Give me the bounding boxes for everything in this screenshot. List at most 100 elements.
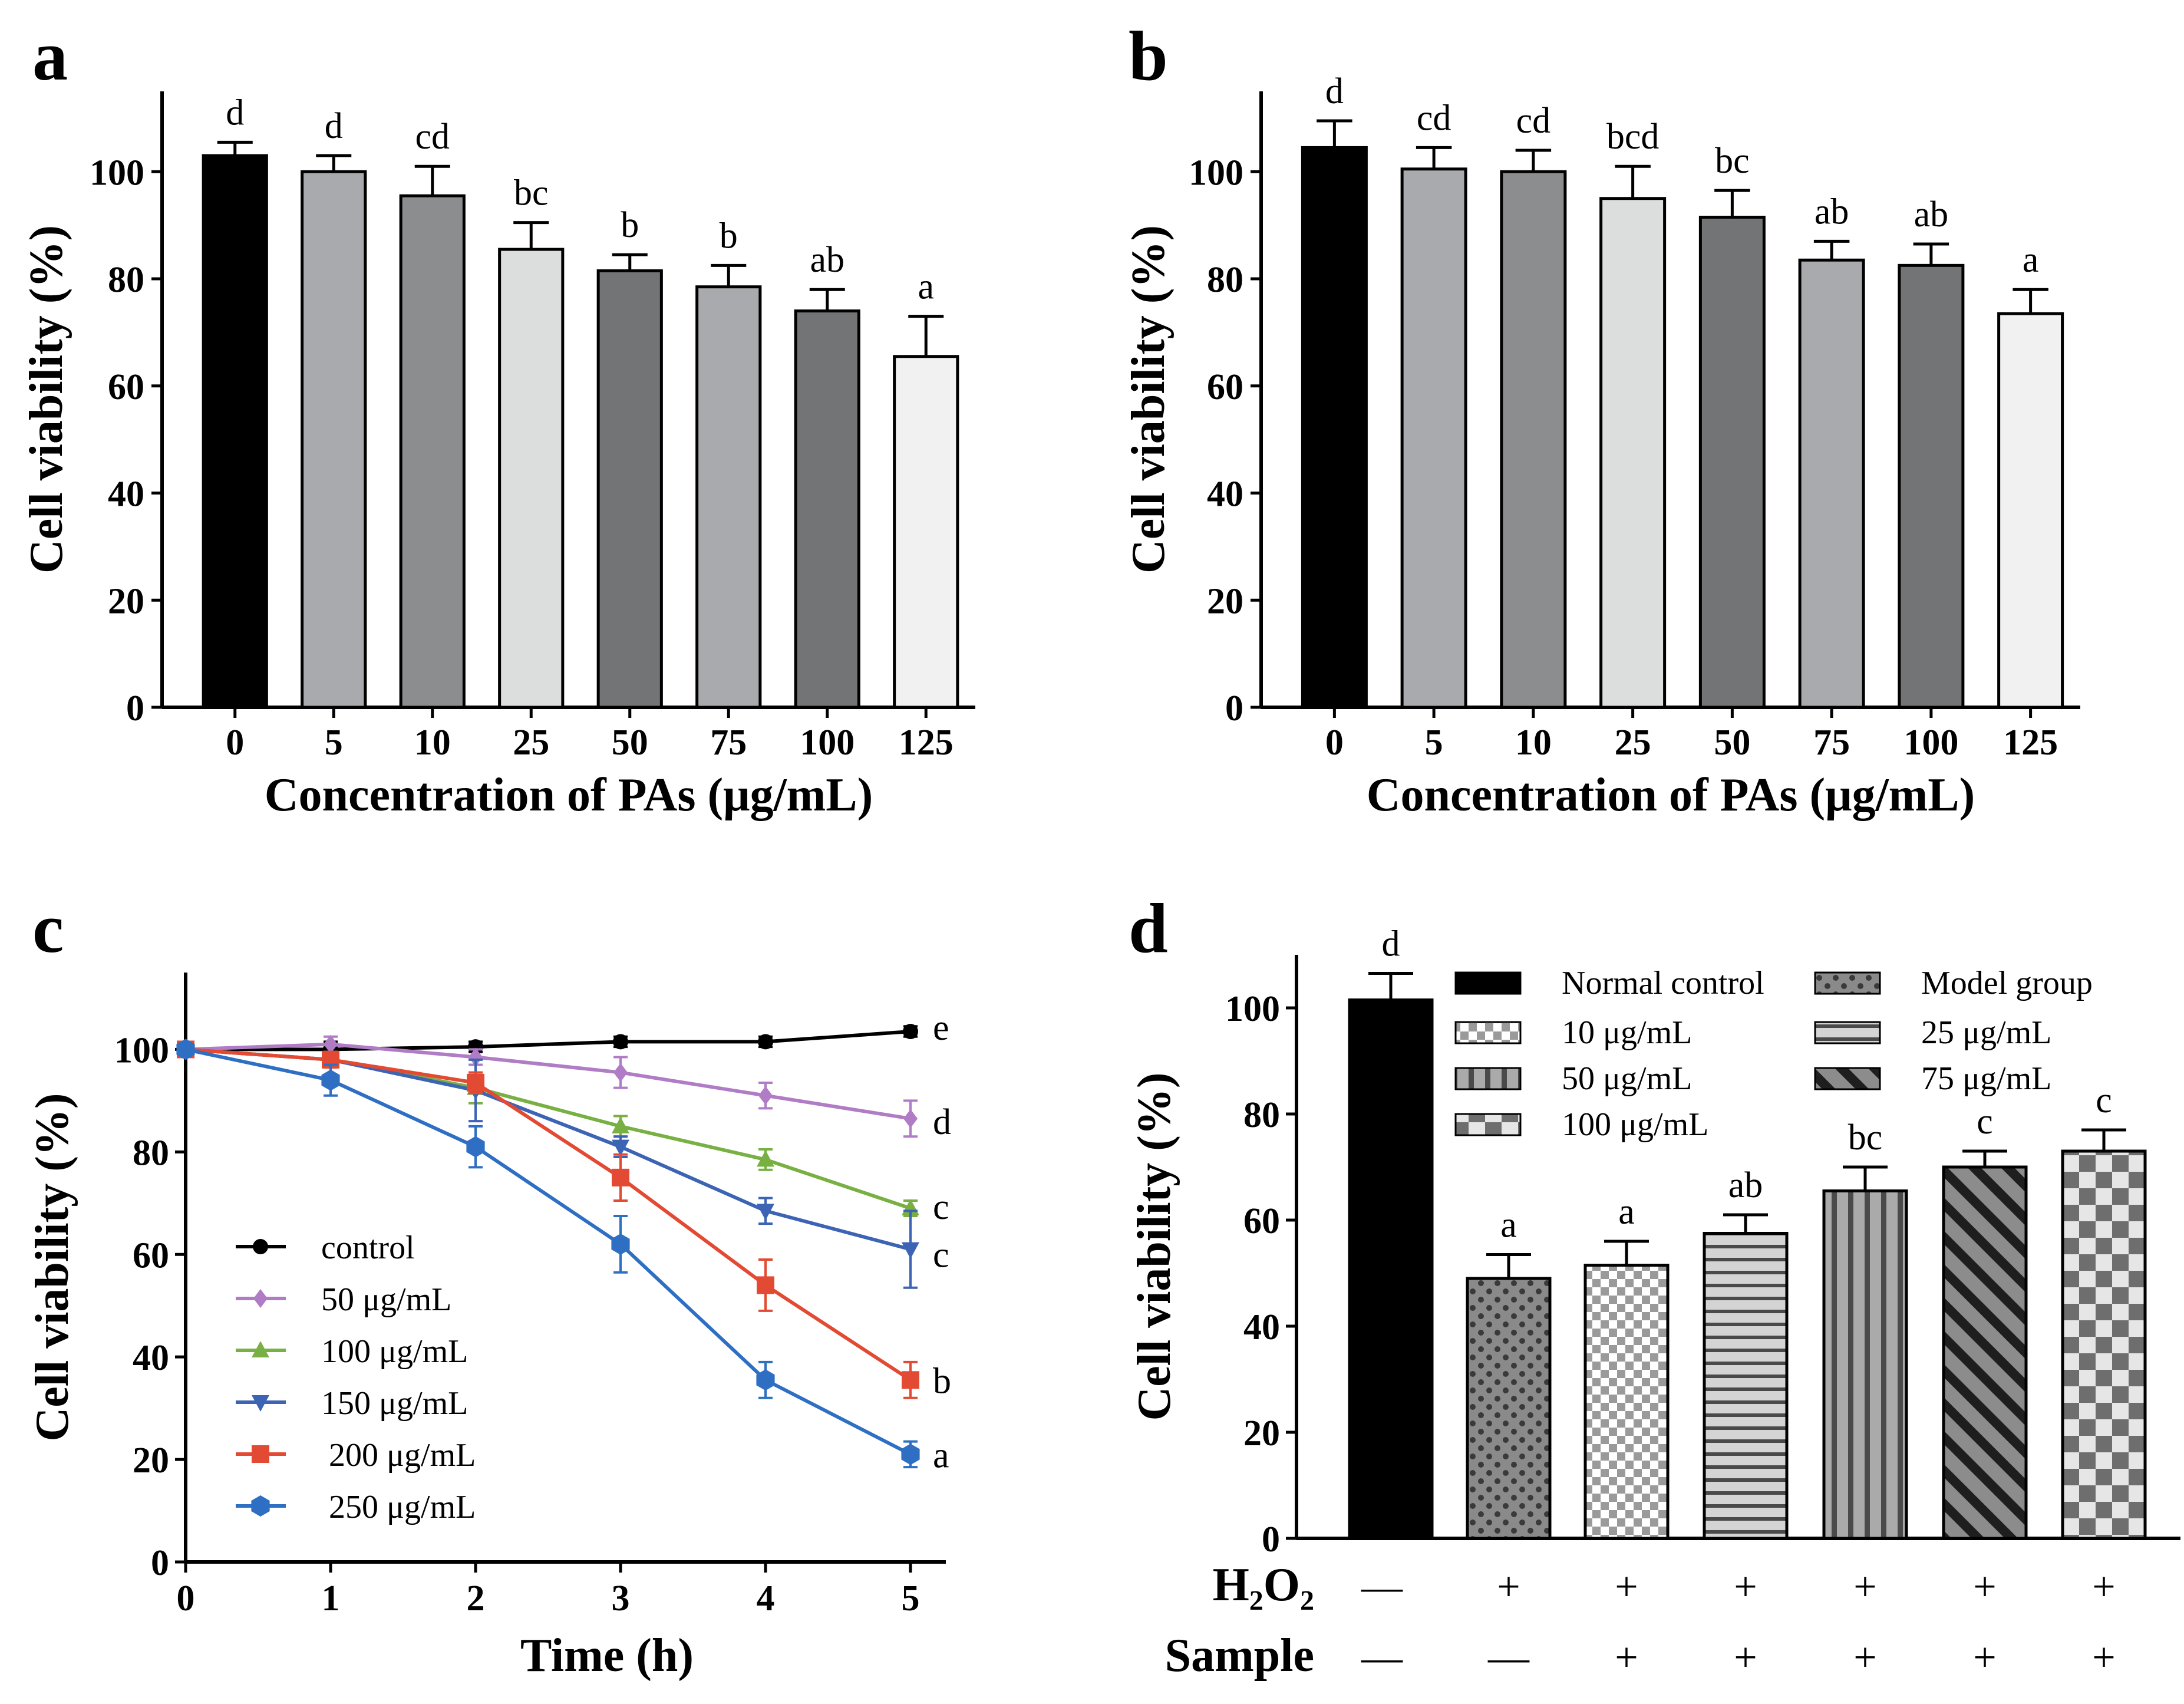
row-label-0: H₂O₂: [1213, 1559, 1314, 1611]
significance-letter: ab: [1814, 192, 1849, 232]
bar-100-g-ml: [2061, 1149, 2147, 1540]
significance-letter: ab: [810, 240, 844, 280]
data-point: [756, 1369, 775, 1391]
x-axis-title: Concentration of PAs (μg/mL): [1367, 769, 1975, 821]
bar-125: [1997, 312, 2064, 709]
bar-25: [1599, 197, 1667, 709]
significance-letter: bc: [1848, 1118, 1883, 1158]
treatment-sign: +: [1615, 1564, 1638, 1610]
y-tick-label: 80: [1207, 260, 1243, 300]
data-point: [758, 1034, 773, 1050]
y-tick-label: 100: [114, 1030, 169, 1070]
y-tick-label: 80: [1243, 1095, 1280, 1135]
series-50-g-ml: d 50 μg/mL: [179, 1034, 951, 1318]
series-150-g-ml: c 150 μg/mL: [177, 1042, 949, 1422]
significance-letter: d: [1325, 71, 1344, 111]
significance-letter: cd: [1417, 98, 1451, 138]
legend-swatch: [1454, 1021, 1522, 1044]
data-point: [902, 1371, 919, 1389]
data-point: [612, 1168, 629, 1186]
x-tick-label: 2: [467, 1578, 485, 1619]
bar-10: [1500, 170, 1567, 709]
x-tick-label: 125: [2003, 723, 2058, 763]
treatment-sign: +: [1734, 1564, 1757, 1610]
y-tick-label: 60: [1207, 367, 1243, 407]
x-tick-label: 10: [414, 723, 451, 763]
data-point: [469, 1047, 483, 1067]
x-tick-label: 10: [1515, 723, 1552, 763]
y-tick-label: 40: [1243, 1307, 1280, 1347]
legend-label: 250 μg/mL: [329, 1489, 476, 1525]
bar-100: [794, 309, 860, 709]
series-line: [185, 1047, 912, 1382]
x-tick-label: 5: [1425, 723, 1443, 763]
y-tick-label: 20: [1207, 581, 1243, 621]
data-point: [903, 1109, 918, 1128]
bar-5: [1400, 167, 1467, 709]
legend-label: control: [321, 1230, 415, 1266]
significance-letter: a: [2023, 240, 2039, 280]
data-point: [901, 1443, 920, 1465]
bar-75: [695, 285, 762, 709]
row-label-1: Sample: [1165, 1630, 1314, 1682]
data-point: [324, 1034, 338, 1054]
y-tick-label: 0: [1225, 688, 1243, 729]
data-point: [902, 1242, 919, 1259]
series-line: [185, 1047, 911, 1251]
legend-label: 100 μg/mL: [1562, 1106, 1708, 1143]
y-tick-label: 60: [1243, 1201, 1280, 1241]
significance-letter: c: [933, 1235, 949, 1275]
legend-label: 25 μg/mL: [1921, 1014, 2051, 1051]
data-point: [613, 1034, 628, 1050]
bar-50: [1698, 216, 1766, 709]
data-point: [613, 1063, 628, 1082]
significance-letter: d: [325, 106, 343, 146]
treatment-sign: +: [1615, 1635, 1638, 1680]
bar-10-g-ml: [1583, 1264, 1670, 1540]
significance-letter: cd: [1516, 101, 1551, 141]
legend-swatch: [1814, 971, 1881, 995]
treatment-sign: —: [1361, 1635, 1403, 1680]
panel-b-bar-chart: 0 20 40 60 80 100 d 0 cd 5 cd 10 bcd 25 bc 50 ab 75 ab 100 a…: [1123, 71, 2080, 821]
legend-marker: [251, 1495, 270, 1517]
legend-label: 75 μg/mL: [1921, 1060, 2051, 1097]
data-point: [176, 1039, 195, 1060]
data-point: [466, 1136, 485, 1158]
y-tick-label: 80: [108, 260, 144, 300]
bar-100: [1898, 263, 1965, 709]
significance-letter: e: [933, 1008, 949, 1048]
bar-75-g-ml: [1942, 1165, 2028, 1540]
y-tick-label: 100: [1225, 989, 1280, 1029]
y-tick-label: 20: [1243, 1413, 1280, 1453]
x-tick-label: 100: [1903, 723, 1958, 763]
legend-label: 10 μg/mL: [1562, 1014, 1692, 1051]
treatment-sign: +: [1973, 1635, 1996, 1680]
data-point: [321, 1069, 340, 1091]
significance-letter: a: [1618, 1192, 1635, 1232]
panel-c-line-chart: 0 20 40 60 80 100 0 1 2 3 4 5 e control d 50 μg/mL c 100 …: [27, 973, 951, 1682]
y-axis-title: Cell viability (%): [27, 1093, 78, 1441]
data-point: [467, 1073, 484, 1092]
significance-letter: c: [933, 1187, 949, 1227]
bar-50-g-ml: [1822, 1189, 1908, 1540]
legend-swatch: [1454, 1067, 1522, 1090]
significance-letter: d: [1382, 924, 1400, 964]
panel-d-bar-chart: 0 20 40 60 80 100 d a a ab bc c c Normal control Model…: [1129, 924, 2180, 1682]
y-tick-label: 60: [108, 367, 144, 407]
x-tick-label: 25: [513, 723, 549, 763]
significance-letter: c: [1977, 1102, 1993, 1142]
y-axis-title: Cell viability (%): [1129, 1072, 1180, 1420]
treatment-sign: +: [1853, 1635, 1876, 1680]
significance-letter: bcd: [1606, 117, 1660, 157]
legend-marker: [253, 1289, 268, 1308]
data-point: [612, 1139, 629, 1156]
bar-10: [399, 194, 466, 709]
x-tick-label: 4: [757, 1578, 775, 1619]
y-tick-label: 100: [90, 153, 144, 193]
y-axis-title: Cell viability (%): [21, 225, 72, 574]
significance-letter: d: [226, 93, 244, 133]
legend-swatch: [1814, 1067, 1881, 1090]
x-tick-label: 25: [1615, 723, 1651, 763]
treatment-sign: —: [1361, 1564, 1403, 1610]
